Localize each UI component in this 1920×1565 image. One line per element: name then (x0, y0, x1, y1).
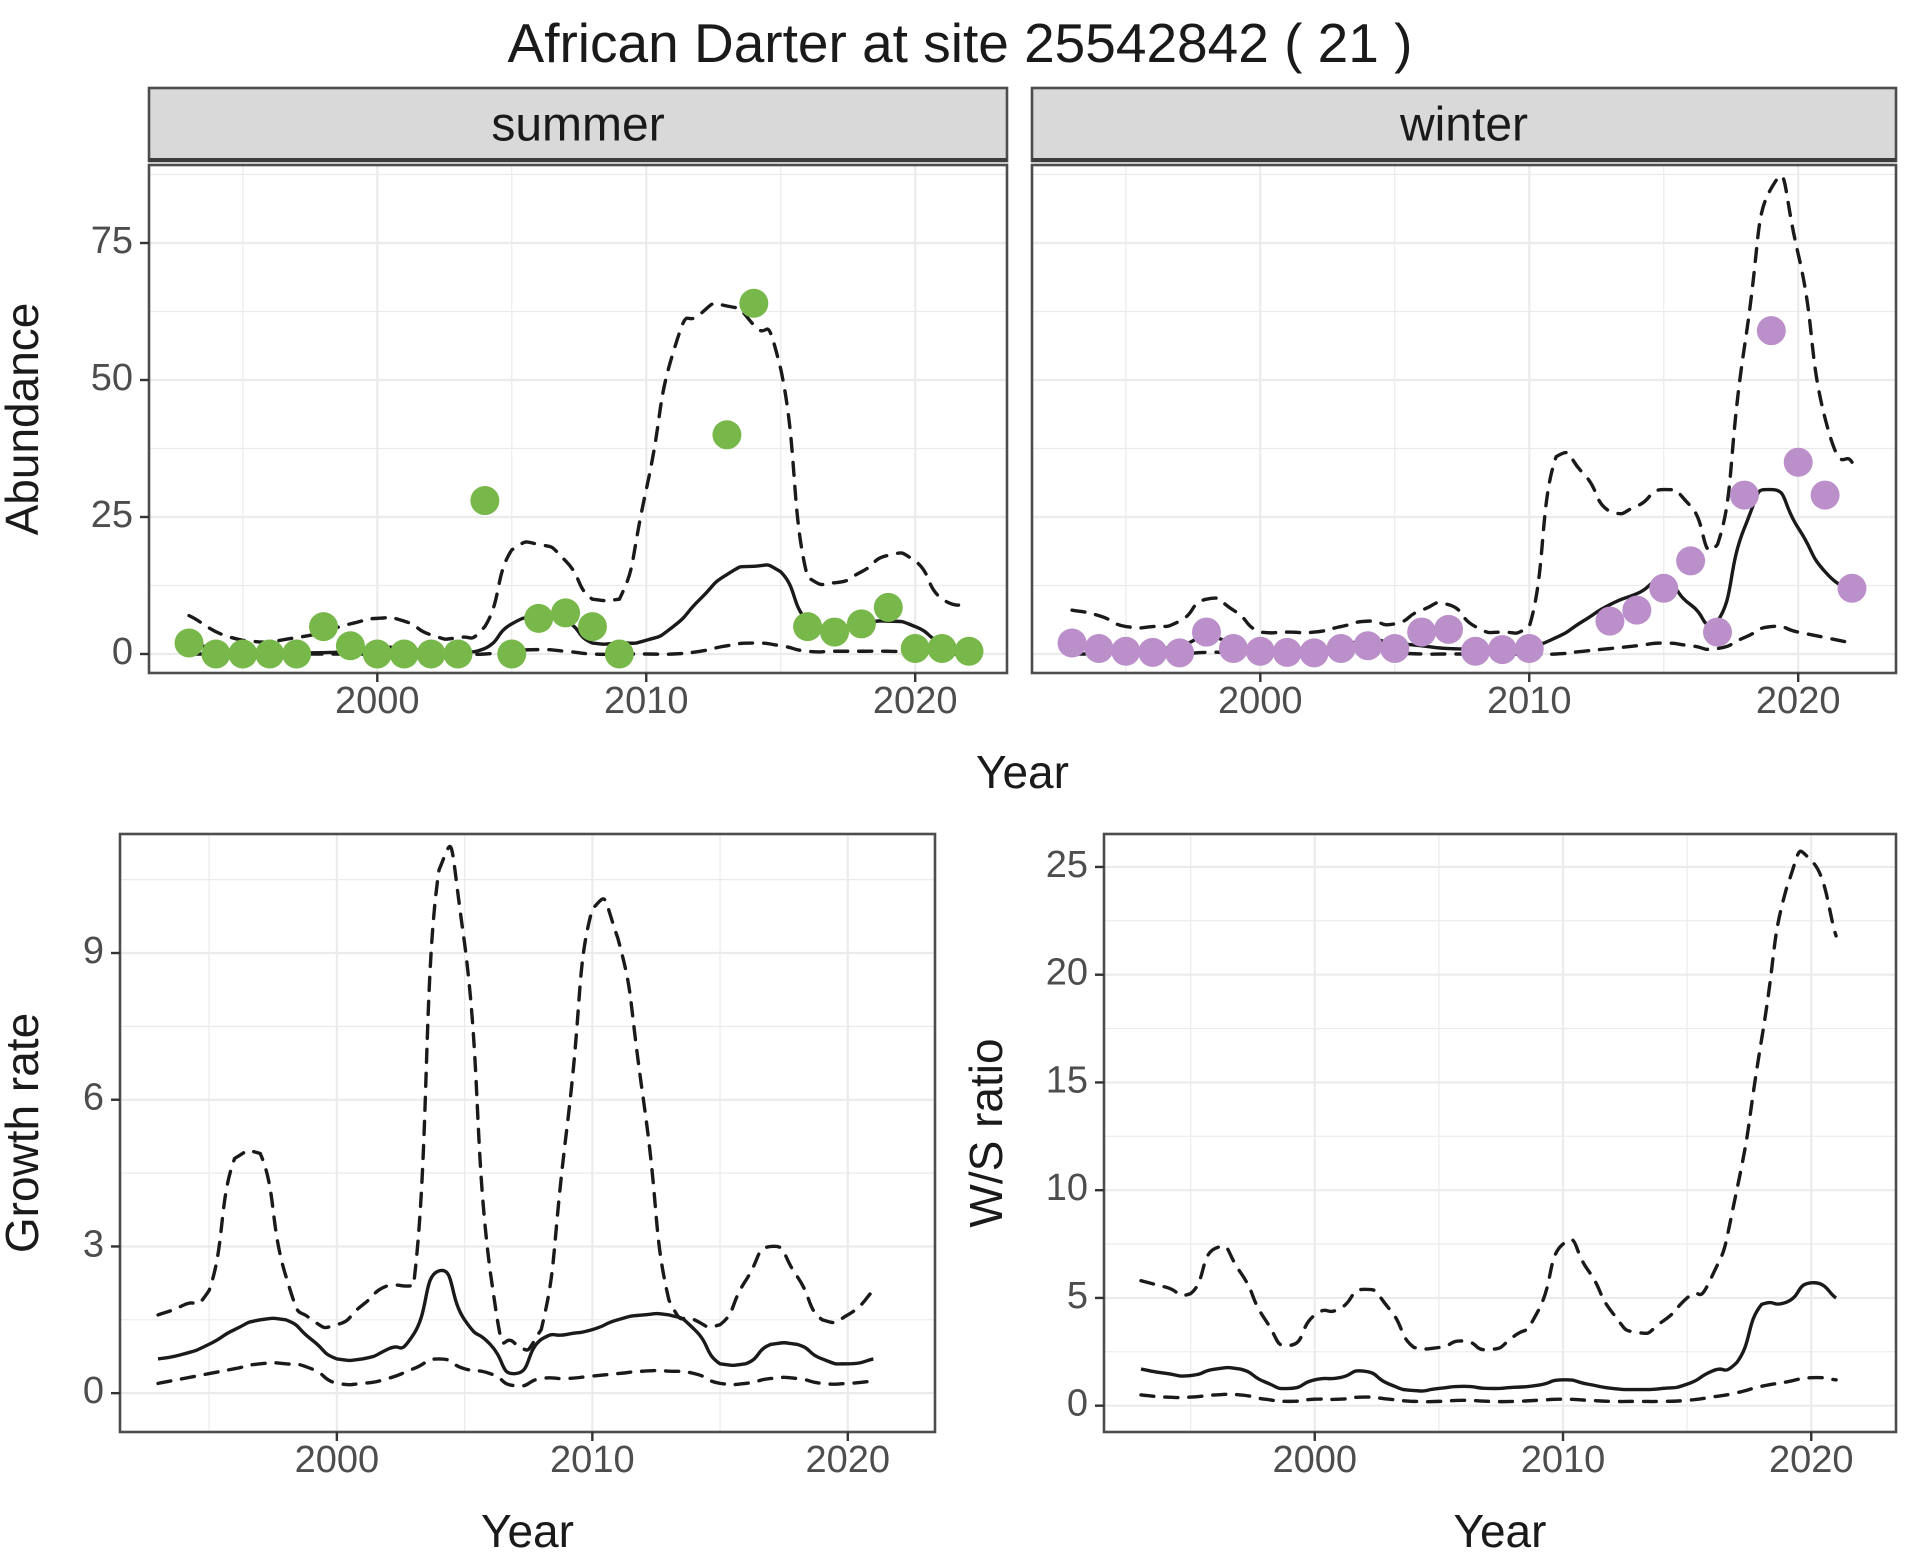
svg-text:2010: 2010 (1487, 680, 1572, 722)
svg-text:2020: 2020 (1756, 680, 1841, 722)
svg-text:0: 0 (112, 631, 133, 673)
svg-text:Abundance: Abundance (0, 303, 48, 536)
svg-text:9: 9 (83, 930, 104, 972)
svg-text:25: 25 (91, 494, 133, 536)
svg-text:2010: 2010 (604, 680, 689, 722)
svg-text:0: 0 (83, 1370, 104, 1412)
svg-text:50: 50 (91, 357, 133, 399)
svg-text:2000: 2000 (1218, 680, 1303, 722)
svg-text:Year: Year (976, 746, 1069, 798)
svg-text:summer: summer (491, 99, 664, 152)
svg-text:2020: 2020 (873, 680, 958, 722)
svg-text:20: 20 (1046, 952, 1088, 994)
svg-text:2000: 2000 (335, 680, 420, 722)
svg-text:2010: 2010 (1521, 1439, 1606, 1481)
svg-text:75: 75 (91, 220, 133, 262)
svg-text:25: 25 (1046, 844, 1088, 886)
svg-text:10: 10 (1046, 1167, 1088, 1209)
svg-text:2020: 2020 (1769, 1439, 1854, 1481)
svg-text:Year: Year (481, 1505, 574, 1557)
svg-text:15: 15 (1046, 1059, 1088, 1101)
svg-text:6: 6 (83, 1077, 104, 1119)
svg-text:Growth rate: Growth rate (0, 1013, 48, 1253)
svg-text:African Darter at site 2554284: African Darter at site 25542842 ( 21 ) (508, 12, 1413, 74)
svg-text:winter: winter (1399, 99, 1528, 152)
svg-text:2000: 2000 (295, 1439, 380, 1481)
svg-text:Year: Year (1454, 1505, 1547, 1557)
svg-text:0: 0 (1067, 1383, 1088, 1425)
svg-text:2000: 2000 (1272, 1439, 1357, 1481)
svg-text:W/S ratio: W/S ratio (960, 1038, 1012, 1227)
svg-text:5: 5 (1067, 1275, 1088, 1317)
svg-text:2020: 2020 (806, 1439, 891, 1481)
svg-text:3: 3 (83, 1223, 104, 1265)
svg-text:2010: 2010 (550, 1439, 635, 1481)
